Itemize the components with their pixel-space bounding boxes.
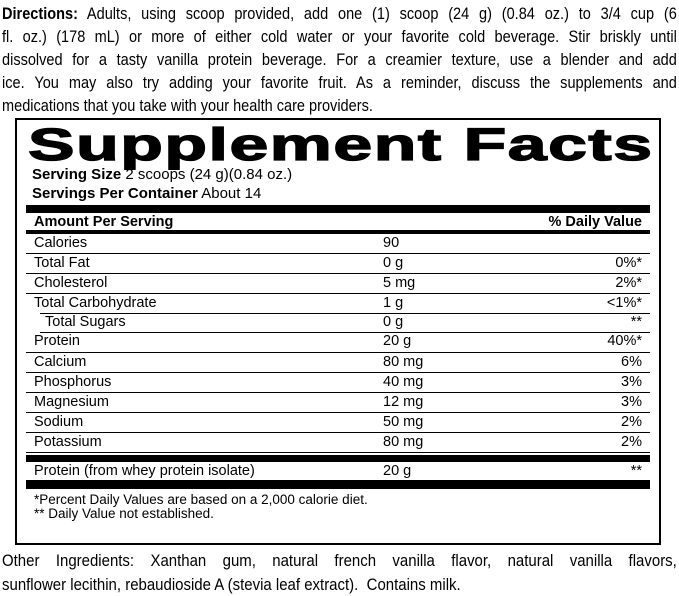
directions-line: medications that you take with your heal… [2,95,677,118]
nutrient-name: Magnesium [26,393,109,412]
nutrient-amount: 80 mg [383,353,423,372]
nutrient-row-whey-protein: Protein (from whey protein isolate) 20 g… [26,462,650,480]
nutrient-row-calories: Calories 90 [26,234,650,253]
servings-value: About 14 [201,185,261,202]
nutrient-row-total-fat: Total Fat 0 g 0%* [26,253,650,273]
nutrient-name: Sodium [26,413,83,432]
nutrient-name: Cholesterol [26,274,107,293]
directions-line-text: Adults, using scoop provided, add one (1… [87,5,677,23]
servings-label: Servings Per Container [32,185,198,202]
nutrient-row-calcium: Calcium 80 mg 6% [26,352,650,372]
nutrient-name: Potassium [26,433,102,452]
row-separator [26,452,650,453]
nutrient-dv: 0%* [615,254,642,273]
directions-label: Directions: [2,5,78,23]
nutrient-row-magnesium: Magnesium 12 mg 3% [26,392,650,412]
nutrient-dv: 2%* [615,274,642,293]
nutrient-dv: ** [631,462,642,481]
nutrient-amount: 0 g [383,254,403,273]
footnote-dv-not-established: ** Daily Value not established. [34,507,650,521]
other-ingredients-line: Other Ingredients: Xanthan gum, natural … [2,549,677,573]
nutrient-amount: 40 mg [383,373,423,392]
nutrient-amount: 50 mg [383,413,423,432]
nutrient-row-protein: Protein 20 g 40%* [26,332,650,351]
divider-thick-mid-lower [26,480,650,489]
directions-line: Directions: Adults, using scoop provided… [2,3,677,26]
nutrient-name: Calcium [26,353,86,372]
nutrient-name: Phosphorus [26,373,111,392]
other-ingredients-paragraph: Other Ingredients: Xanthan gum, natural … [2,549,677,596]
nutrient-name: Protein [26,332,80,351]
nutrient-dv: 2% [621,433,642,452]
nutrient-amount: 20 g [383,332,411,351]
nutrient-dv: 3% [621,373,642,392]
directions-paragraph: Directions: Adults, using scoop provided… [2,3,677,118]
amount-per-serving-header: Amount Per Serving [34,214,173,230]
nutrient-amount: 12 mg [383,393,423,412]
nutrient-name: Total Sugars [26,313,126,332]
nutrient-amount: 1 g [383,294,403,313]
nutrient-dv: ** [631,313,642,332]
nutrient-amount: 90 [383,234,399,253]
nutrient-row-total-carbohydrate: Total Carbohydrate 1 g <1%* [26,293,650,313]
nutrient-amount: 80 mg [383,433,423,452]
divider-thick-mid-upper [26,455,650,462]
daily-value-header: % Daily Value [549,214,643,230]
nutrient-row-phosphorus: Phosphorus 40 mg 3% [26,372,650,392]
nutrient-row-potassium: Potassium 80 mg 2% [26,432,650,452]
nutrient-name: Protein (from whey protein isolate) [26,462,255,481]
other-ingredients-line: sunflower lecithin, rebaudioside A (stev… [2,573,677,596]
nutrient-amount: 20 g [383,462,411,481]
servings-per-container-line: Servings Per Container About 14 [26,184,650,203]
nutrient-dv: 40%* [607,332,642,351]
nutrient-row-cholesterol: Cholesterol 5 mg 2%* [26,273,650,293]
nutrient-row-sodium: Sodium 50 mg 2% [26,412,650,432]
nutrient-name: Calories [26,234,87,253]
directions-line: ice. You may also try adding your favori… [2,72,677,95]
supplement-facts-panel: Supplement Facts Serving Size 2 scoops (… [15,118,661,545]
nutrient-amount: 5 mg [383,274,415,293]
nutrient-name: Total Fat [26,254,90,273]
nutrient-dv: 3% [621,393,642,412]
nutrient-dv: <1%* [607,294,642,313]
directions-line: dissolved for a tasty vanilla protein be… [2,49,677,72]
footnotes: *Percent Daily Values are based on a 2,0… [26,493,650,520]
nutrient-row-total-sugars: Total Sugars 0 g ** [26,313,650,332]
nutrient-amount: 0 g [383,313,403,332]
divider-thick-top [26,205,650,213]
directions-line: fl. oz.) (178 mL) or more of either cold… [2,26,677,49]
footnote-daily-values: *Percent Daily Values are based on a 2,0… [34,493,650,507]
column-headers: Amount Per Serving % Daily Value [26,214,650,230]
panel-title: Supplement Facts [28,125,679,165]
nutrient-table: Calories 90 Total Fat 0 g 0%* Cholestero… [26,234,650,452]
nutrient-name: Total Carbohydrate [26,294,157,313]
nutrient-dv: 6% [621,353,642,372]
nutrient-dv: 2% [621,413,642,432]
